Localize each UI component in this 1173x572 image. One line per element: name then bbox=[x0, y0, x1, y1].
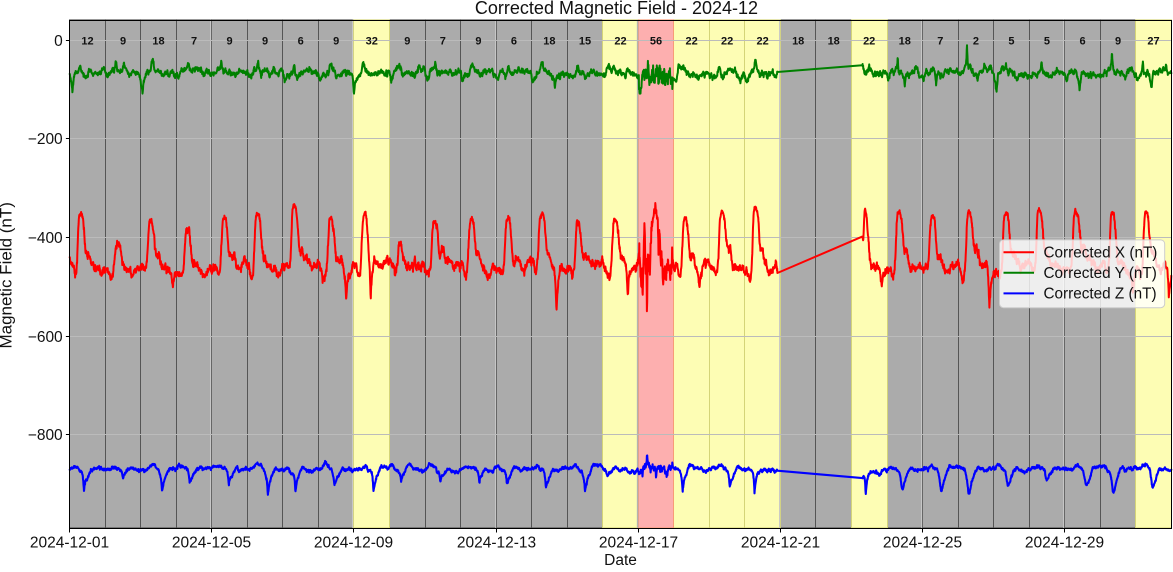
svg-text:2: 2 bbox=[973, 35, 979, 47]
svg-text:6: 6 bbox=[1079, 35, 1085, 47]
svg-text:22: 22 bbox=[756, 35, 768, 47]
svg-text:27: 27 bbox=[1147, 35, 1159, 47]
svg-text:−400: −400 bbox=[28, 230, 63, 247]
svg-text:7: 7 bbox=[440, 35, 446, 47]
svg-text:15: 15 bbox=[579, 35, 591, 47]
svg-text:Corrected Y (nT): Corrected Y (nT) bbox=[1044, 265, 1157, 282]
svg-text:9: 9 bbox=[475, 35, 481, 47]
svg-text:5: 5 bbox=[1044, 35, 1050, 47]
svg-text:2024-12-09: 2024-12-09 bbox=[314, 535, 393, 552]
svg-text:9: 9 bbox=[333, 35, 339, 47]
svg-text:9: 9 bbox=[404, 35, 410, 47]
svg-text:22: 22 bbox=[863, 35, 875, 47]
svg-text:Corrected Z (nT): Corrected Z (nT) bbox=[1044, 286, 1157, 303]
svg-text:18: 18 bbox=[828, 35, 840, 47]
svg-text:22: 22 bbox=[685, 35, 697, 47]
svg-text:6: 6 bbox=[298, 35, 304, 47]
svg-text:Date: Date bbox=[604, 552, 637, 567]
svg-text:9: 9 bbox=[227, 35, 233, 47]
svg-text:2024-12-21: 2024-12-21 bbox=[741, 535, 820, 552]
svg-text:−200: −200 bbox=[28, 131, 63, 148]
svg-text:7: 7 bbox=[191, 35, 197, 47]
svg-text:9: 9 bbox=[120, 35, 126, 47]
svg-text:56: 56 bbox=[650, 35, 662, 47]
svg-text:0: 0 bbox=[54, 33, 63, 50]
svg-text:5: 5 bbox=[1008, 35, 1014, 47]
svg-text:Corrected Magnetic Field - 202: Corrected Magnetic Field - 2024-12 bbox=[475, 0, 758, 18]
svg-text:7: 7 bbox=[937, 35, 943, 47]
svg-text:12: 12 bbox=[81, 35, 93, 47]
svg-text:6: 6 bbox=[511, 35, 517, 47]
svg-text:9: 9 bbox=[262, 35, 268, 47]
svg-text:2024-12-01: 2024-12-01 bbox=[30, 535, 109, 552]
svg-text:18: 18 bbox=[899, 35, 911, 47]
svg-text:2024-12-13: 2024-12-13 bbox=[457, 535, 536, 552]
svg-text:−800: −800 bbox=[28, 427, 63, 444]
svg-text:Corrected X (nT): Corrected X (nT) bbox=[1044, 244, 1158, 261]
svg-text:22: 22 bbox=[614, 35, 626, 47]
svg-text:18: 18 bbox=[543, 35, 555, 47]
svg-text:2024-12-17: 2024-12-17 bbox=[599, 535, 678, 552]
svg-text:−600: −600 bbox=[28, 329, 63, 346]
svg-text:18: 18 bbox=[792, 35, 804, 47]
svg-text:22: 22 bbox=[721, 35, 733, 47]
svg-text:32: 32 bbox=[366, 35, 378, 47]
svg-text:2024-12-29: 2024-12-29 bbox=[1025, 535, 1104, 552]
svg-text:9: 9 bbox=[1115, 35, 1121, 47]
svg-text:18: 18 bbox=[152, 35, 164, 47]
svg-text:Magnetic Field (nT): Magnetic Field (nT) bbox=[0, 202, 16, 348]
svg-text:2024-12-05: 2024-12-05 bbox=[172, 535, 251, 552]
svg-text:2024-12-25: 2024-12-25 bbox=[883, 535, 962, 552]
